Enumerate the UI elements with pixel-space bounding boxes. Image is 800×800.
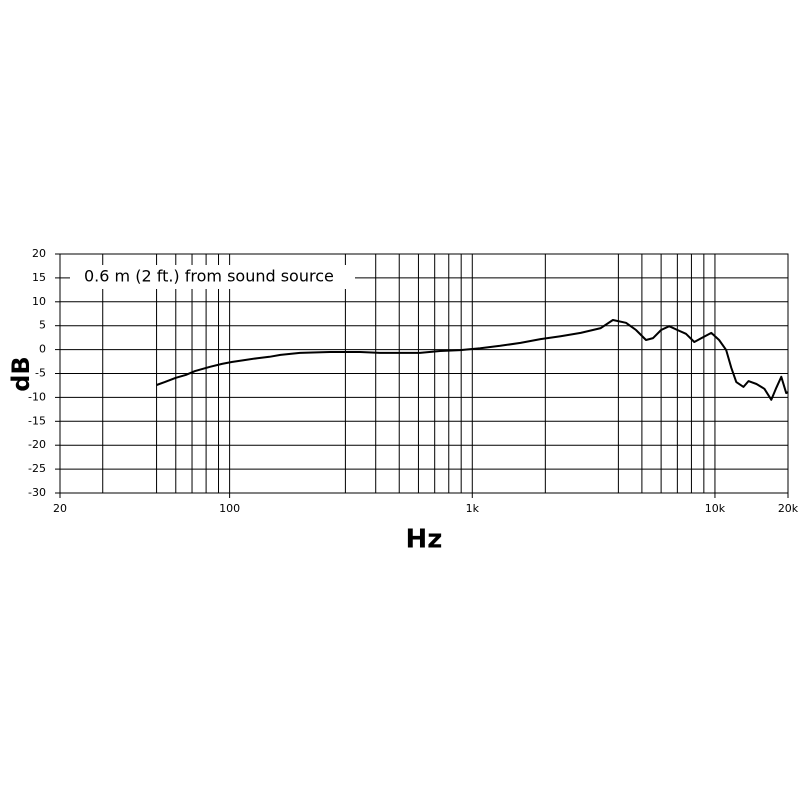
y-axis-label: dB [7,356,35,391]
y-tick-label: -5 [35,367,46,380]
x-tick-label: 20 [53,502,67,515]
annotation: 0.6 m (2 ft.) from sound source [84,267,334,286]
x-tick-label: 10k [705,502,726,515]
y-tick-label: -30 [28,486,46,499]
annotation-bg [72,265,353,289]
y-tick-label: -20 [28,438,46,451]
y-tick-label: 5 [39,319,46,332]
y-tick-label: -10 [28,390,46,403]
plot-frame [59,253,789,494]
response-line [156,319,789,401]
y-tick-label: 0 [39,343,46,356]
x-tick-label: 20k [778,502,799,515]
y-tick-label: 20 [32,247,46,260]
y-tick-label: 10 [32,295,46,308]
x-tick-label: 100 [219,502,240,515]
x-axis-label: Hz [406,525,443,555]
x-tick-label: 1k [466,502,480,515]
y-tick-label: -15 [28,414,46,427]
y-tick-label: -25 [28,462,46,475]
y-tick-label: 15 [32,271,46,284]
